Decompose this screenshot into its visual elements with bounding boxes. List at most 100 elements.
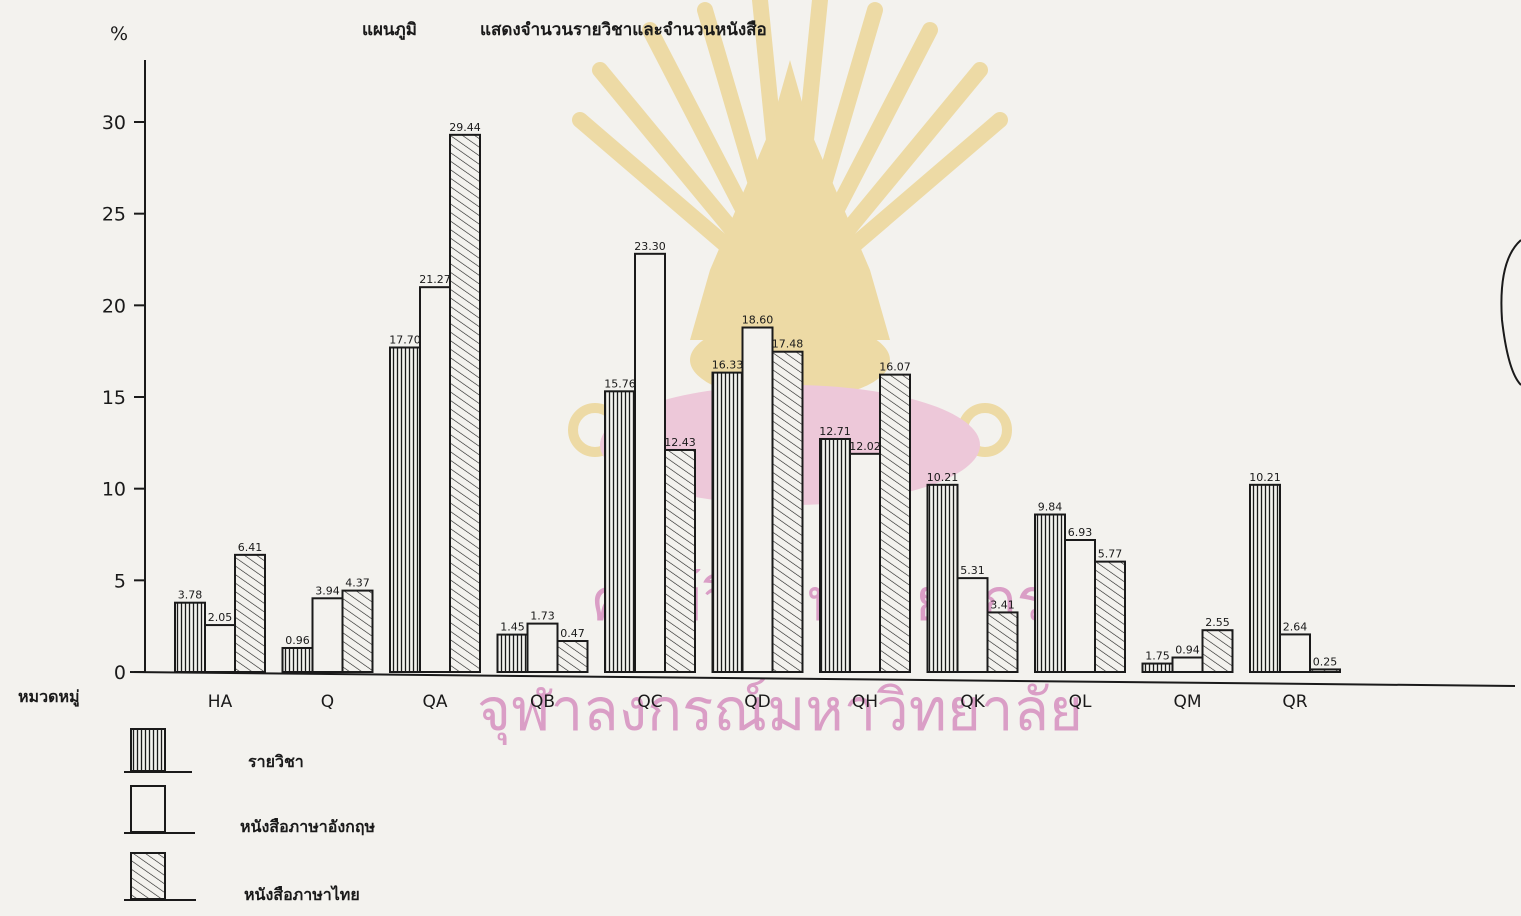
bar-english-books-qm: [1171, 656, 1204, 673]
y-tick-label: 30: [102, 112, 126, 134]
bar-english-books-qd: [741, 326, 774, 673]
bar-thai-books-qb: [556, 640, 589, 673]
bar-thai-books-qr: [1309, 668, 1341, 674]
bar-thai-books-ha: [234, 553, 266, 673]
watermark-line-2: จุฬาลงกรณ์มหาวิทยาลัย: [477, 676, 1083, 746]
category-label-q: Q: [321, 692, 334, 712]
legend-item-thai-books: หนังสือภาษาไทย: [124, 852, 360, 904]
bar-value-label: 3.94: [315, 584, 340, 597]
bar-value-label: 5.31: [960, 564, 985, 577]
bar-value-label: 12.02: [849, 440, 881, 453]
bar-value-label: 5.77: [1098, 548, 1123, 561]
bar-subjects-qd: [711, 371, 744, 673]
bar-value-label: 12.43: [664, 436, 696, 449]
bar-value-label: 1.73: [530, 610, 555, 623]
legend-label-thai-books: หนังสือภาษาไทย: [244, 885, 360, 904]
bar-value-label: 3.78: [178, 589, 203, 602]
y-tick-label: 25: [102, 204, 126, 226]
y-tick-label: 15: [102, 387, 126, 409]
category-label-qc: QC: [637, 692, 662, 712]
bar-english-books-ha: [204, 624, 236, 673]
y-tick-label: 10: [102, 479, 126, 501]
bar-subjects-qc: [604, 390, 636, 673]
category-label-qm: QM: [1173, 692, 1201, 712]
bar-english-books-qh: [849, 452, 881, 674]
bar-value-label: 21.27: [419, 273, 451, 286]
bar-value-label: 9.84: [1038, 501, 1063, 514]
bar-subjects-qh: [819, 437, 851, 673]
category-labels: HA Q QA QB QC QD QH QK QL QM QR: [208, 692, 1308, 712]
bar-value-label: 0.47: [560, 627, 585, 640]
bar-value-label: 1.45: [500, 621, 525, 634]
y-tick-label: 0: [114, 662, 126, 684]
x-axis-line: [129, 671, 1516, 687]
category-label-qa: QA: [422, 692, 447, 712]
bar-subjects-ql: [1034, 513, 1066, 673]
bar-english-books-qb: [526, 622, 559, 673]
bar-thai-books-qk: [986, 611, 1019, 674]
bar-english-books-qk: [956, 577, 989, 674]
category-label-qb: QB: [530, 692, 555, 712]
category-label-qk: QK: [960, 692, 985, 712]
bar-thai-books-qm: [1201, 629, 1234, 674]
bar-thai-books-ql: [1094, 560, 1126, 674]
bar-value-label: 29.44: [449, 121, 481, 134]
bar-value-label: 23.30: [634, 240, 666, 253]
bar-english-books-qr: [1279, 633, 1311, 674]
bar-subjects-q: [281, 646, 314, 674]
bar-subjects-ha: [174, 601, 206, 674]
bar-value-label: 6.41: [238, 541, 263, 554]
y-tick-label: 5: [114, 570, 126, 592]
bar-value-label: 3.41: [990, 598, 1015, 611]
bar-thai-books-q: [341, 589, 374, 673]
category-label-qh: QH: [852, 692, 878, 712]
bar-english-books-qa: [419, 286, 451, 673]
bar-thai-books-qa: [449, 133, 481, 674]
bar-value-label: 2.05: [208, 611, 233, 624]
bar-thai-books-qc: [664, 448, 696, 673]
legend: รายวิชา หนังสือภาษาอังกฤษ หนังสือภาษาไทย: [124, 728, 376, 904]
bar-english-books-qc: [634, 252, 666, 673]
bar-english-books-q: [311, 597, 344, 673]
legend-swatch-english-books: [130, 785, 166, 833]
bar-subjects-qk: [926, 483, 959, 674]
bar-value-label: 0.96: [285, 634, 310, 647]
legend-item-subjects: รายวิชา: [124, 728, 304, 773]
bar-value-label: 17.48: [772, 338, 804, 351]
bar-value-label: 18.60: [742, 314, 774, 327]
category-label-qr: QR: [1282, 692, 1307, 712]
category-label-ql: QL: [1069, 692, 1092, 712]
chart-title-prefix: แผนภูมิ: [362, 20, 417, 41]
legend-label-subjects: รายวิชา: [248, 752, 304, 771]
bar-value-label: 2.55: [1205, 616, 1230, 629]
bar-subjects-qa: [389, 346, 421, 673]
bar-value-label: 6.93: [1068, 526, 1093, 539]
bar-value-label: 10.21: [927, 471, 959, 484]
category-label-ha: HA: [208, 692, 233, 712]
x-axis-label: หมวดหมู่: [18, 687, 80, 708]
bar-value-label: 0.94: [1175, 644, 1200, 657]
stamp-edge-fragment: [1500, 239, 1521, 386]
bar-thai-books-qd: [771, 350, 804, 673]
bar-subjects-qb: [496, 633, 529, 673]
bar-value-label: 12.71: [819, 425, 851, 438]
bar-value-label: 15.76: [604, 377, 636, 390]
chart-title: แสดงจำนวนรายวิชาและจำนวนหนังสือ: [480, 19, 767, 40]
bar-thai-books-qh: [879, 373, 911, 673]
bar-value-label: 0.25: [1313, 655, 1338, 668]
legend-swatch-thai-books: [130, 852, 166, 900]
bar-value-label: 17.70: [389, 334, 421, 347]
bar-subjects-qr: [1249, 483, 1281, 674]
bar-value-label: 2.64: [1283, 620, 1308, 633]
category-label-qd: QD: [744, 692, 770, 712]
bar-value-label: 1.75: [1145, 650, 1170, 663]
bar-english-books-ql: [1064, 539, 1096, 673]
y-axis-ticks: 0 5 10 15 20 25 30: [102, 112, 145, 684]
legend-label-english-books: หนังสือภาษาอังกฤษ: [240, 817, 376, 836]
bar-marks: 3.78 2.05 6.41 0.96 3.94 4.37 17.70 21.27 29.44 1…: [174, 121, 1341, 674]
bar-value-label: 16.07: [879, 361, 911, 374]
bar-value-label: 4.37: [345, 577, 370, 590]
legend-swatch-subjects: [130, 728, 166, 772]
